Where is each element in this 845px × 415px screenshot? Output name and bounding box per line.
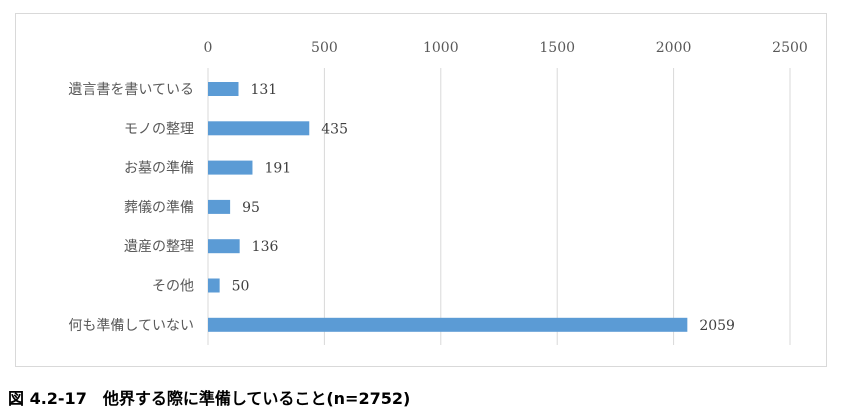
x-tick-label: 500 [311,40,338,56]
value-label: 136 [252,239,279,255]
bar-7 [208,317,688,332]
x-tick-label: 1500 [539,40,575,56]
category-label: 葬儀の準備 [124,200,194,216]
value-label: 191 [264,161,291,177]
chart-frame [15,13,827,367]
category-label: モノの整理 [124,121,194,137]
category-label: その他 [152,279,194,295]
x-tick-label: 0 [204,40,213,56]
value-label: 95 [242,200,260,216]
bar-4 [208,199,231,214]
bar-2 [208,121,310,136]
x-tick-label: 1000 [423,40,459,56]
bar-3 [208,160,253,175]
x-tick-label: 2500 [772,40,808,56]
value-label: 435 [321,121,348,137]
bar-5 [208,239,240,254]
figure-caption: 図 4.2-17 他界する際に準備していること(n=2752) [8,389,411,408]
x-tick-label: 2000 [656,40,692,56]
bar-6 [208,278,220,293]
value-label: 2059 [699,318,735,334]
value-label: 50 [232,279,250,295]
category-label: 遺産の整理 [124,239,194,255]
bar-1 [208,82,239,96]
value-label: 131 [250,82,277,98]
category-label: お墓の準備 [124,161,194,177]
category-label: 何も準備していない [68,318,194,334]
bar-chart: 0 500 1000 1500 2000 2500 遺言書を書いている 131 モノの整理 435… [68,40,808,345]
category-label: 遺言書を書いている [68,82,194,98]
